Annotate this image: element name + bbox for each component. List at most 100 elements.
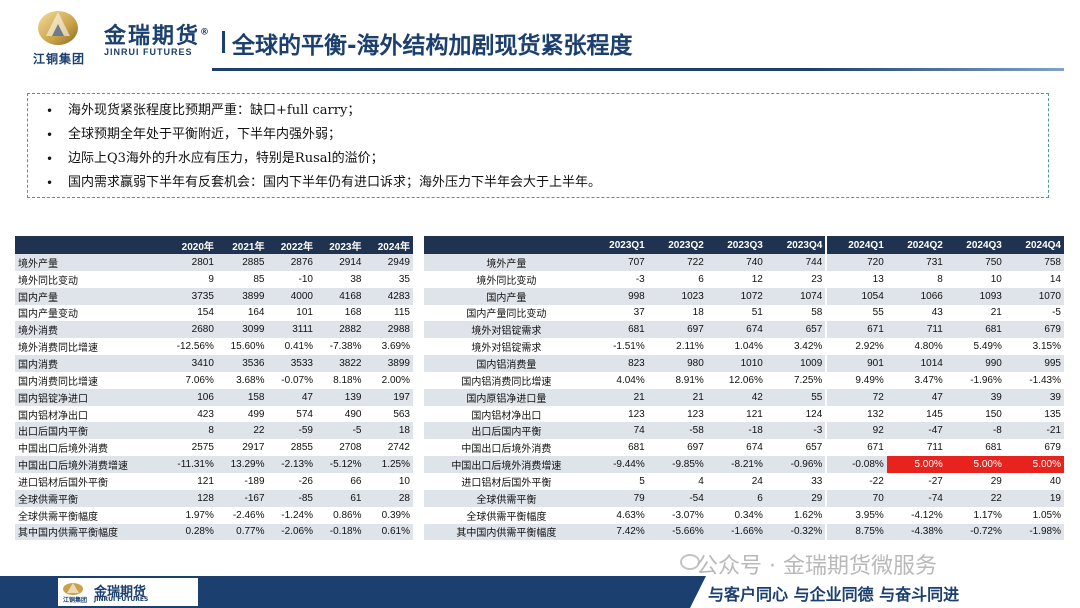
table-cell: 681: [588, 321, 648, 339]
table-cell: 15.60%: [216, 338, 268, 356]
table-cell: -0.72%: [945, 523, 1005, 541]
column-header: 2024Q1: [825, 236, 887, 254]
bullet-dot-icon: •: [46, 152, 54, 166]
table-cell: 720: [825, 254, 887, 271]
watermark: 公众号 · 金瑞期货微服务: [695, 554, 937, 579]
table-cell: 2855: [267, 439, 316, 457]
table-row: 中国出口后境外消费 681 697 674 657 671 711 681 679: [424, 439, 1064, 457]
table-row: 境外同比变动 -3 6 12 23 13 8 10 14: [424, 270, 1064, 288]
bullet-item: • 边际上Q3海外的升水应有压力，特别是Rusal的溢价；: [38, 147, 1038, 171]
table-cell: -18: [706, 422, 766, 440]
table-row: 境外产量 707 722 740 744 720 731 750 758: [424, 254, 1064, 271]
table-cell: 6: [647, 270, 707, 288]
row-label: 国内产量: [15, 287, 163, 305]
table-cell: -54: [647, 489, 707, 507]
brand-english: JINRUI FUTURES: [104, 47, 193, 57]
table-cell: 2708: [315, 439, 365, 457]
table-cell: 132: [825, 405, 887, 423]
table-cell: 19: [1004, 489, 1064, 507]
table-cell: -8.21%: [706, 456, 766, 473]
table-cell: -74: [886, 489, 946, 507]
table-row: 国内消费同比增速 7.06% 3.68% -0.07% 8.18% 2.00%: [15, 371, 413, 389]
table-cell: 10: [945, 270, 1005, 288]
table-cell: 563: [364, 405, 413, 423]
table-cell: -8: [945, 422, 1005, 440]
table-row: 国内原铝净进口量 21 21 42 55 72 47 39 39: [424, 388, 1064, 406]
bullet-item: • 国内需求赢弱下半年有反套机会：国内下半年仍有进口诉求；海外压力下半年会大于上半…: [38, 171, 1038, 195]
table-cell: 823: [588, 355, 648, 372]
table-cell: 3899: [216, 287, 268, 305]
footer-brand-name: 金瑞期货: [94, 585, 147, 600]
row-label: 中国出口后境外消费: [15, 439, 163, 457]
company-logo: 江铜集团: [18, 6, 100, 68]
table-cell: 1.25%: [364, 456, 413, 473]
table-cell: 61: [315, 489, 365, 507]
table-cell: -1.98%: [1004, 523, 1064, 541]
table-cell: -26: [267, 472, 316, 490]
table-cell: -27: [886, 472, 946, 490]
table-cell: -7.38%: [315, 338, 365, 356]
row-label: 国内消费同比增速: [15, 371, 163, 389]
table-cell: 66: [315, 472, 365, 490]
registered-mark: ®: [200, 27, 212, 38]
row-label: 境外同比变动: [424, 270, 589, 288]
header-divider: [212, 68, 1064, 71]
table-cell: 21: [945, 304, 1005, 322]
table-cell: 2.92%: [825, 338, 887, 356]
jinrui-logo-icon: [63, 583, 83, 595]
table-cell: -47: [886, 422, 946, 440]
table-cell: -189: [216, 472, 268, 490]
table-cell: 21: [647, 388, 707, 406]
table-cell: 3735: [162, 287, 217, 305]
table-cell: 123: [588, 405, 648, 423]
table-cell: -0.32%: [765, 523, 827, 541]
wechat-icon: [680, 554, 700, 570]
table-cell: 2885: [216, 254, 268, 271]
table-cell: 42: [706, 388, 766, 406]
table-row: 国内产量 3735 3899 4000 4168 4283: [15, 287, 413, 305]
table-cell: 23: [765, 270, 827, 288]
row-label: 进口铝材后国外平衡: [15, 472, 163, 490]
table-cell: 707: [588, 254, 648, 271]
table-cell: -85: [267, 489, 316, 507]
table-row: 国内铝材净出口 123 123 121 124 132 145 150 135: [424, 405, 1064, 423]
table-cell: 9: [162, 270, 217, 288]
table-cell: 574: [267, 405, 316, 423]
table-row: 全球供需平衡幅度 1.97% -2.46% -1.24% 0.86% 0.39%: [15, 506, 413, 524]
table-row: 其中国内供需平衡幅度 7.42% -5.66% -1.66% -0.32% 8.75% -4…: [424, 523, 1064, 541]
table-cell: 2575: [162, 439, 217, 457]
table-cell: -11.31%: [162, 456, 217, 473]
table-cell: 3.95%: [825, 506, 887, 524]
table-row: 出口后国内平衡 74 -58 -18 -3 92 -47 -8 -21: [424, 422, 1064, 440]
table-cell: 123: [647, 405, 707, 423]
table-cell: 3099: [216, 321, 268, 339]
table-cell: 1010: [706, 355, 766, 372]
bullet-dot-icon: •: [46, 128, 54, 142]
table-cell: 2876: [267, 254, 316, 271]
table-row: 境外对铝锭需求 681 697 674 657 671 711 681 679: [424, 321, 1064, 339]
brand-name: 金瑞期货®: [104, 24, 212, 49]
table-cell: 74: [588, 422, 648, 440]
table-cell: 39: [1004, 388, 1064, 406]
row-label: 国内消费: [15, 355, 163, 372]
table-cell: 4.63%: [588, 506, 648, 524]
table-cell: 51: [706, 304, 766, 322]
table-cell: 4283: [364, 287, 413, 305]
footer-logo-subtitle: 江铜集团: [62, 597, 87, 604]
row-label: 全球供需平衡: [424, 489, 589, 507]
row-label: 全球供需平衡幅度: [15, 506, 163, 524]
table-cell: 135: [1004, 405, 1064, 423]
table-row: 全球供需平衡幅度 4.63% -3.07% 0.34% 1.62% 3.95% -4.12%…: [424, 506, 1064, 524]
table-cell: 2.11%: [647, 338, 707, 356]
table-row: 国内产量 998 1023 1072 1074 1054 1066 1093 1070: [424, 287, 1064, 305]
row-label: 国内产量变动: [15, 304, 163, 322]
table-cell: 24: [706, 472, 766, 490]
table-row: 国内产量变动 154 164 101 168 115: [15, 304, 413, 322]
column-header: 2024Q2: [886, 236, 946, 254]
table-cell: -9.44%: [588, 456, 648, 473]
table-cell: 2949: [364, 254, 413, 271]
table-row: 境外对铝锭需求 -1.51% 2.11% 1.04% 3.42% 2.92% 4.80% 5.…: [424, 338, 1064, 356]
table-cell: -59: [267, 422, 316, 440]
table-cell: 14: [1004, 270, 1064, 288]
table-cell: -5: [315, 422, 365, 440]
